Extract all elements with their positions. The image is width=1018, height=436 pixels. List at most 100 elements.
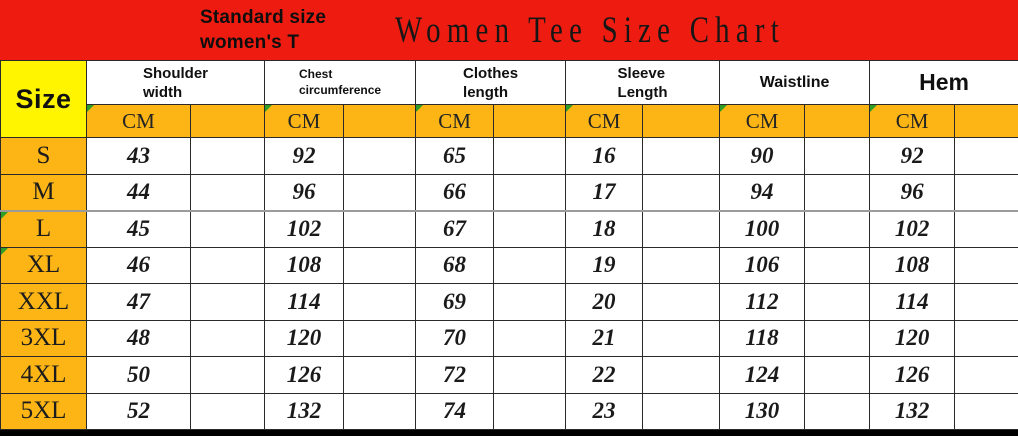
empty-cell bbox=[343, 209, 417, 248]
empty-cell bbox=[343, 392, 417, 430]
column-header-hem: Hem bbox=[869, 60, 1018, 105]
value-cell: 124 bbox=[719, 356, 806, 394]
empty-cell bbox=[493, 173, 567, 211]
value-cell: 68 bbox=[415, 246, 495, 284]
value-cell: 43 bbox=[86, 137, 191, 175]
value-cell: 66 bbox=[415, 173, 495, 211]
table-row: S 43 92 65 16 90 92 bbox=[0, 137, 1018, 175]
value-cell: 19 bbox=[565, 246, 644, 284]
value-cell: 16 bbox=[565, 137, 644, 175]
size-table: Size Shoulder width Chest circumference Cl… bbox=[0, 60, 1018, 430]
value-cell: 90 bbox=[719, 137, 806, 175]
value-cell: 120 bbox=[264, 319, 345, 357]
empty-cell bbox=[493, 319, 567, 357]
empty-cell bbox=[189, 137, 266, 175]
empty-unit-cell bbox=[343, 104, 417, 138]
empty-cell bbox=[493, 137, 567, 175]
header-label: Shoulder bbox=[143, 64, 209, 82]
value-cell: 102 bbox=[869, 209, 956, 248]
empty-cell bbox=[343, 173, 417, 211]
value-cell: 92 bbox=[264, 137, 345, 175]
empty-unit-cell bbox=[804, 104, 871, 138]
unit-cell: CM bbox=[415, 104, 495, 138]
empty-cell bbox=[642, 137, 721, 175]
banner: Standard size women's T Women Tee Size C… bbox=[0, 0, 1018, 60]
empty-cell bbox=[804, 356, 871, 394]
value-cell: 114 bbox=[869, 283, 956, 321]
banner-subtitle-line2: women's T bbox=[200, 32, 300, 53]
empty-cell bbox=[493, 246, 567, 284]
size-label-L: L bbox=[0, 209, 87, 248]
column-header-shoulder-width: Shoulder width bbox=[85, 60, 266, 105]
header-label: length bbox=[463, 83, 509, 101]
value-cell: 114 bbox=[264, 283, 345, 321]
table-row: XXL 47 114 69 20 112 114 bbox=[0, 283, 1018, 321]
value-cell: 108 bbox=[869, 246, 956, 284]
empty-cell bbox=[642, 356, 721, 394]
value-cell: 92 bbox=[869, 137, 956, 175]
empty-cell bbox=[642, 319, 721, 357]
empty-cell bbox=[642, 283, 721, 321]
size-label-4XL: 4XL bbox=[0, 356, 87, 394]
table-row: 4XL 50 126 72 22 124 126 bbox=[0, 356, 1018, 394]
value-cell: 72 bbox=[415, 356, 495, 394]
value-cell: 106 bbox=[719, 246, 806, 284]
unit-cell: CM bbox=[264, 104, 345, 138]
value-cell: 20 bbox=[565, 283, 644, 321]
empty-cell bbox=[804, 283, 871, 321]
value-cell: 118 bbox=[719, 319, 806, 357]
empty-cell bbox=[954, 209, 1018, 248]
empty-cell bbox=[343, 137, 417, 175]
size-label-XL: XL bbox=[0, 246, 87, 284]
value-cell: 48 bbox=[86, 319, 191, 357]
header-label: Chest bbox=[299, 67, 333, 81]
unit-cell: CM bbox=[719, 104, 806, 138]
empty-cell bbox=[493, 283, 567, 321]
value-cell: 120 bbox=[869, 319, 956, 357]
size-label-M: M bbox=[0, 173, 87, 211]
value-cell: 108 bbox=[264, 246, 345, 284]
value-cell: 100 bbox=[719, 209, 806, 248]
table-row: M 44 96 66 17 94 96 bbox=[0, 173, 1018, 211]
empty-cell bbox=[189, 392, 266, 430]
value-cell: 130 bbox=[719, 392, 806, 430]
empty-unit-cell bbox=[189, 104, 266, 138]
empty-cell bbox=[189, 319, 266, 357]
column-header-chest-circumference: Chest circumference bbox=[264, 60, 417, 105]
size-table-body: S 43 92 65 16 90 92 M 44 96 66 17 94 96 L 45 102 67 18 100 1… bbox=[0, 137, 1018, 430]
empty-cell bbox=[954, 283, 1018, 321]
empty-cell bbox=[189, 283, 266, 321]
value-cell: 74 bbox=[415, 392, 495, 430]
value-cell: 47 bbox=[86, 283, 191, 321]
value-cell: 46 bbox=[86, 246, 191, 284]
empty-unit-cell bbox=[954, 104, 1018, 138]
header-label: Waistline bbox=[759, 74, 830, 91]
empty-cell bbox=[189, 246, 266, 284]
value-cell: 96 bbox=[264, 173, 345, 211]
value-cell: 70 bbox=[415, 319, 495, 357]
value-cell: 44 bbox=[86, 173, 191, 211]
value-cell: 18 bbox=[565, 209, 644, 248]
value-cell: 112 bbox=[719, 283, 806, 321]
value-cell: 22 bbox=[565, 356, 644, 394]
empty-cell bbox=[642, 246, 721, 284]
size-label-3XL: 3XL bbox=[0, 319, 87, 357]
empty-cell bbox=[189, 356, 266, 394]
size-label-S: S bbox=[0, 137, 87, 175]
empty-cell bbox=[954, 356, 1018, 394]
column-header-waistline: Waistline bbox=[719, 60, 871, 105]
column-header-sleeve-length: Sleeve Length bbox=[565, 60, 721, 105]
value-cell: 17 bbox=[565, 173, 644, 211]
empty-cell bbox=[493, 392, 567, 430]
chart-title: Women Tee Size Chart bbox=[395, 10, 786, 51]
table-row: XL 46 108 68 19 106 108 bbox=[0, 246, 1018, 284]
empty-cell bbox=[804, 319, 871, 357]
empty-cell bbox=[954, 392, 1018, 430]
empty-cell bbox=[343, 319, 417, 357]
value-cell: 126 bbox=[869, 356, 956, 394]
bottom-border-bar bbox=[0, 430, 1018, 436]
header-label: Length bbox=[617, 83, 668, 101]
empty-cell bbox=[804, 246, 871, 284]
size-label-XXL: XXL bbox=[0, 283, 87, 321]
size-label-5XL: 5XL bbox=[0, 392, 87, 430]
